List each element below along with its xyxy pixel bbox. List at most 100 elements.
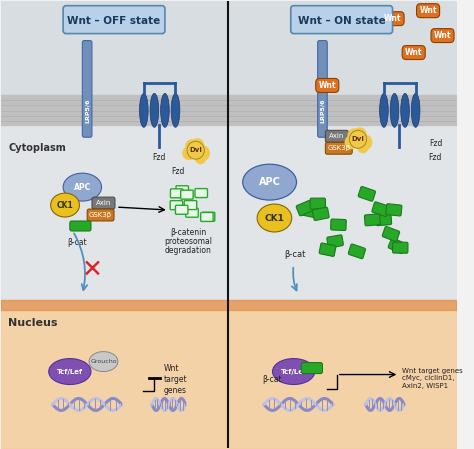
FancyBboxPatch shape <box>358 186 375 201</box>
Text: CK1: CK1 <box>264 214 284 223</box>
Ellipse shape <box>63 173 101 201</box>
FancyBboxPatch shape <box>381 12 404 26</box>
Text: degradation: degradation <box>164 246 211 255</box>
FancyBboxPatch shape <box>184 201 197 210</box>
Circle shape <box>357 134 373 150</box>
FancyBboxPatch shape <box>301 363 322 374</box>
Text: LRP5/6: LRP5/6 <box>85 98 90 123</box>
Text: Fzd: Fzd <box>153 153 166 162</box>
Text: Wnt target genes
cMyc, ciclinD1,
Axin2, WISP1: Wnt target genes cMyc, ciclinD1, Axin2, … <box>402 368 463 389</box>
Text: APC: APC <box>259 177 281 187</box>
Circle shape <box>357 141 369 153</box>
Text: β-catenin: β-catenin <box>170 228 206 237</box>
FancyBboxPatch shape <box>291 6 392 34</box>
FancyBboxPatch shape <box>202 212 215 221</box>
FancyBboxPatch shape <box>176 186 189 195</box>
Ellipse shape <box>257 204 292 232</box>
Ellipse shape <box>51 193 80 217</box>
Circle shape <box>347 128 361 142</box>
Text: Wnt: Wnt <box>319 81 336 90</box>
Circle shape <box>182 146 196 160</box>
FancyBboxPatch shape <box>316 79 339 92</box>
Ellipse shape <box>243 164 297 200</box>
Ellipse shape <box>380 93 388 128</box>
Text: GSK3β: GSK3β <box>89 212 112 218</box>
Text: β-cat: β-cat <box>284 251 305 260</box>
FancyBboxPatch shape <box>170 201 182 210</box>
Text: Wnt – ON state: Wnt – ON state <box>298 16 385 26</box>
Text: LRP5/6: LRP5/6 <box>320 98 325 123</box>
FancyBboxPatch shape <box>431 29 454 43</box>
FancyBboxPatch shape <box>186 208 198 217</box>
Circle shape <box>349 130 366 148</box>
Text: Fzd: Fzd <box>428 153 441 162</box>
Ellipse shape <box>161 93 169 128</box>
FancyBboxPatch shape <box>87 209 114 221</box>
FancyBboxPatch shape <box>181 190 193 199</box>
Text: ✕: ✕ <box>82 258 102 282</box>
Text: proteosomal: proteosomal <box>164 237 212 246</box>
Circle shape <box>187 141 204 159</box>
FancyBboxPatch shape <box>392 242 408 253</box>
Ellipse shape <box>401 93 410 128</box>
FancyBboxPatch shape <box>201 212 213 221</box>
Text: Fzd: Fzd <box>172 167 185 176</box>
FancyBboxPatch shape <box>70 221 91 231</box>
FancyBboxPatch shape <box>319 243 336 256</box>
Text: Wnt
target
genes: Wnt target genes <box>164 364 188 396</box>
Ellipse shape <box>273 359 315 384</box>
Ellipse shape <box>89 352 118 371</box>
FancyBboxPatch shape <box>195 189 208 198</box>
FancyBboxPatch shape <box>327 235 343 248</box>
Ellipse shape <box>139 93 148 128</box>
FancyBboxPatch shape <box>388 238 406 254</box>
Circle shape <box>195 152 206 164</box>
Circle shape <box>345 135 358 149</box>
FancyBboxPatch shape <box>325 130 348 142</box>
Text: Nucleus: Nucleus <box>9 318 58 328</box>
Circle shape <box>195 145 210 161</box>
FancyBboxPatch shape <box>296 200 314 216</box>
FancyBboxPatch shape <box>365 214 380 226</box>
Text: Cytoplasm: Cytoplasm <box>9 143 66 153</box>
Ellipse shape <box>150 93 159 128</box>
FancyBboxPatch shape <box>386 204 402 216</box>
FancyBboxPatch shape <box>376 214 392 226</box>
Text: Axin: Axin <box>96 200 111 206</box>
Text: Wnt: Wnt <box>419 6 437 15</box>
FancyBboxPatch shape <box>318 40 327 137</box>
FancyBboxPatch shape <box>382 226 400 242</box>
FancyBboxPatch shape <box>92 197 115 209</box>
Circle shape <box>353 128 366 141</box>
Text: GSK3β: GSK3β <box>327 145 350 151</box>
FancyBboxPatch shape <box>175 205 188 214</box>
Text: Fzd: Fzd <box>429 139 442 148</box>
Text: Axin: Axin <box>329 133 345 139</box>
Ellipse shape <box>411 93 420 128</box>
Text: APC: APC <box>74 183 91 192</box>
FancyBboxPatch shape <box>372 202 389 216</box>
Text: β-cat: β-cat <box>68 238 87 247</box>
FancyBboxPatch shape <box>301 204 318 218</box>
Text: Dvl: Dvl <box>352 136 365 142</box>
Text: Wnt: Wnt <box>434 31 451 40</box>
Ellipse shape <box>390 93 399 128</box>
Text: Groucho: Groucho <box>90 359 117 364</box>
Text: Wnt: Wnt <box>405 48 422 57</box>
Ellipse shape <box>49 359 91 384</box>
Text: CK1: CK1 <box>57 201 73 210</box>
Circle shape <box>191 138 204 152</box>
Text: Tcf/Lef: Tcf/Lef <box>281 369 307 374</box>
FancyBboxPatch shape <box>331 219 346 230</box>
FancyBboxPatch shape <box>171 189 183 198</box>
Text: Dvl: Dvl <box>189 147 202 153</box>
FancyBboxPatch shape <box>63 6 165 34</box>
FancyBboxPatch shape <box>402 45 425 60</box>
FancyBboxPatch shape <box>417 4 439 18</box>
FancyBboxPatch shape <box>82 40 92 137</box>
Text: Wnt – OFF state: Wnt – OFF state <box>67 16 161 26</box>
Circle shape <box>185 139 199 153</box>
FancyBboxPatch shape <box>310 198 326 209</box>
Text: Tcf/Lef: Tcf/Lef <box>57 369 83 374</box>
Text: Wnt: Wnt <box>384 14 401 23</box>
